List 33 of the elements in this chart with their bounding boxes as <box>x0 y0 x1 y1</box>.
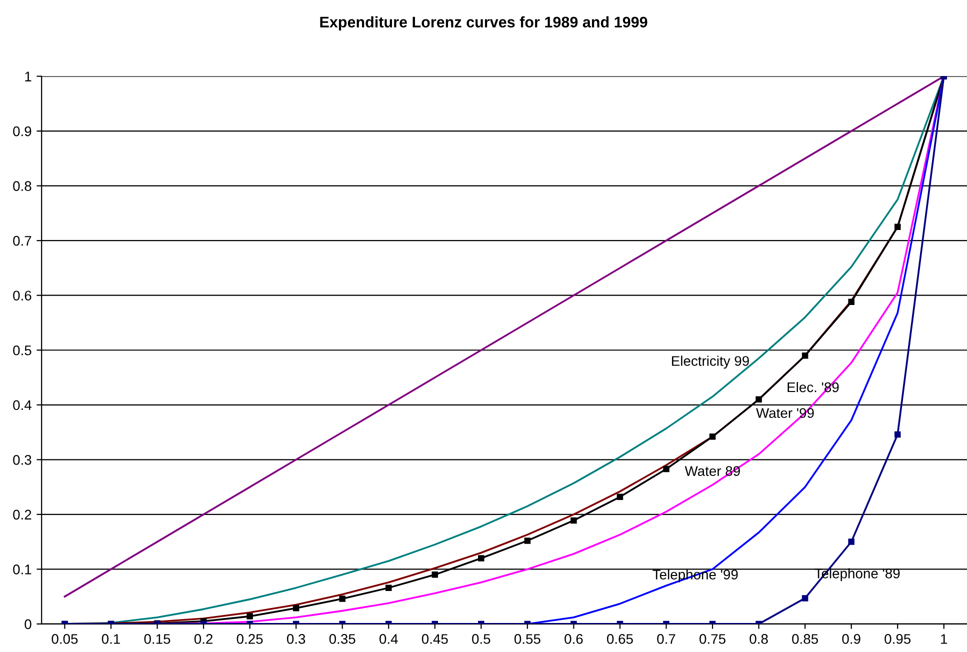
y-tick-label: 0.1 <box>13 564 32 574</box>
x-tick-label: 0.25 <box>236 634 263 644</box>
series-label: Electricity 99 <box>672 356 749 369</box>
y-tick-label: 0.4 <box>13 400 32 410</box>
y-tick-label: 0.5 <box>13 345 32 356</box>
x-tick-label: 0.5 <box>472 634 490 644</box>
x-tick-label: 0.15 <box>144 634 170 644</box>
chart-title: Expenditure Lorenz curves for 1989 and 1999 <box>320 16 648 31</box>
x-tick-label: 0.2 <box>194 634 212 644</box>
x-tick-label: 0.55 <box>514 634 540 644</box>
x-tick-label: 0.35 <box>329 634 356 644</box>
x-tick-label: 0.6 <box>564 634 583 644</box>
x-tick-label: 0.7 <box>657 634 676 644</box>
y-tick-label: 0.9 <box>13 126 32 136</box>
y-tick-label: 0.8 <box>13 181 32 191</box>
y-tick-label: 1 <box>25 72 32 82</box>
y-tick-label: 0 <box>24 619 32 630</box>
x-tick-label: 0.3 <box>286 634 306 644</box>
x-tick-label: 0.85 <box>792 634 818 644</box>
y-tick-label: 0.7 <box>13 236 32 246</box>
x-tick-label: 0.9 <box>842 634 860 644</box>
y-tick-label: 0.3 <box>13 454 32 465</box>
x-tick-label: 0.95 <box>884 634 911 644</box>
x-tick-label: 0.45 <box>422 634 448 644</box>
x-tick-label: 1 <box>941 634 948 644</box>
y-tick-label: 0.6 <box>13 290 32 301</box>
x-tick-label: 0.8 <box>750 634 768 644</box>
x-tick-label: 0.4 <box>380 634 398 644</box>
y-tick-label: 0.2 <box>13 510 32 520</box>
x-tick-label: 0.05 <box>52 634 78 644</box>
x-tick-label: 0.1 <box>102 634 120 644</box>
x-tick-label: 0.65 <box>606 634 633 644</box>
x-tick-label: 0.75 <box>700 634 726 644</box>
